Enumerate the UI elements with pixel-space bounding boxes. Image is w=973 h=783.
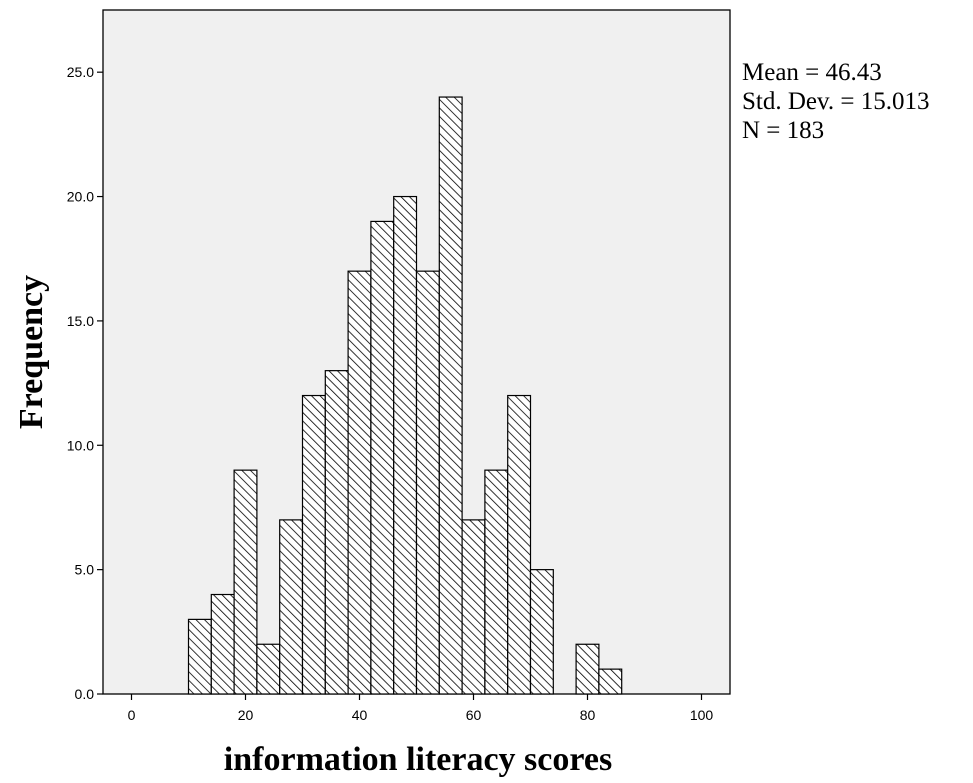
histogram-bar (210, 593, 235, 695)
histogram-bar (279, 519, 304, 695)
y-axis: 0.0 5.0 10.0 15.0 20.0 25.0 (67, 64, 103, 702)
histogram-bar (598, 668, 623, 695)
x-tick-label: 100 (690, 707, 714, 723)
summary-statistics: Mean = 46.43 Std. Dev. = 15.013 N = 183 (742, 58, 929, 145)
x-tick-label: 40 (352, 707, 368, 723)
histogram-bar (461, 519, 486, 695)
y-tick-label: 15.0 (67, 313, 94, 329)
std-dev-stat: Std. Dev. = 15.013 (742, 88, 930, 115)
x-axis-title: information literacy scores (224, 741, 612, 778)
x-tick-label: 60 (466, 707, 482, 723)
n-stat: N = 183 (742, 117, 825, 144)
histogram-bar (233, 469, 258, 695)
histogram-bar (347, 270, 372, 695)
histogram-bar (393, 195, 418, 695)
x-tick-label: 0 (128, 707, 136, 723)
histogram-bar (529, 569, 554, 695)
mean-stat: Mean = 46.43 (742, 59, 882, 86)
bars-group (187, 96, 623, 695)
histogram-bar (575, 643, 600, 695)
histogram-bar (415, 270, 440, 695)
histogram-bar (438, 96, 463, 695)
histogram-bar (484, 469, 509, 695)
y-tick-label: 10.0 (67, 437, 94, 453)
x-axis: 0 20 40 60 80 100 (128, 694, 714, 723)
x-tick-label: 80 (580, 707, 596, 723)
histogram-bar (324, 370, 349, 695)
histogram-bar (301, 394, 326, 695)
y-tick-label: 20.0 (67, 189, 94, 205)
y-axis-title: Frequency (13, 275, 50, 429)
y-tick-label: 5.0 (75, 562, 95, 578)
histogram-bar (187, 618, 212, 695)
histogram-bar (507, 394, 532, 695)
histogram-bar (256, 643, 281, 695)
y-tick-label: 0.0 (75, 686, 95, 702)
histogram-bar (370, 220, 395, 695)
y-tick-label: 25.0 (67, 64, 94, 80)
x-tick-label: 20 (238, 707, 254, 723)
